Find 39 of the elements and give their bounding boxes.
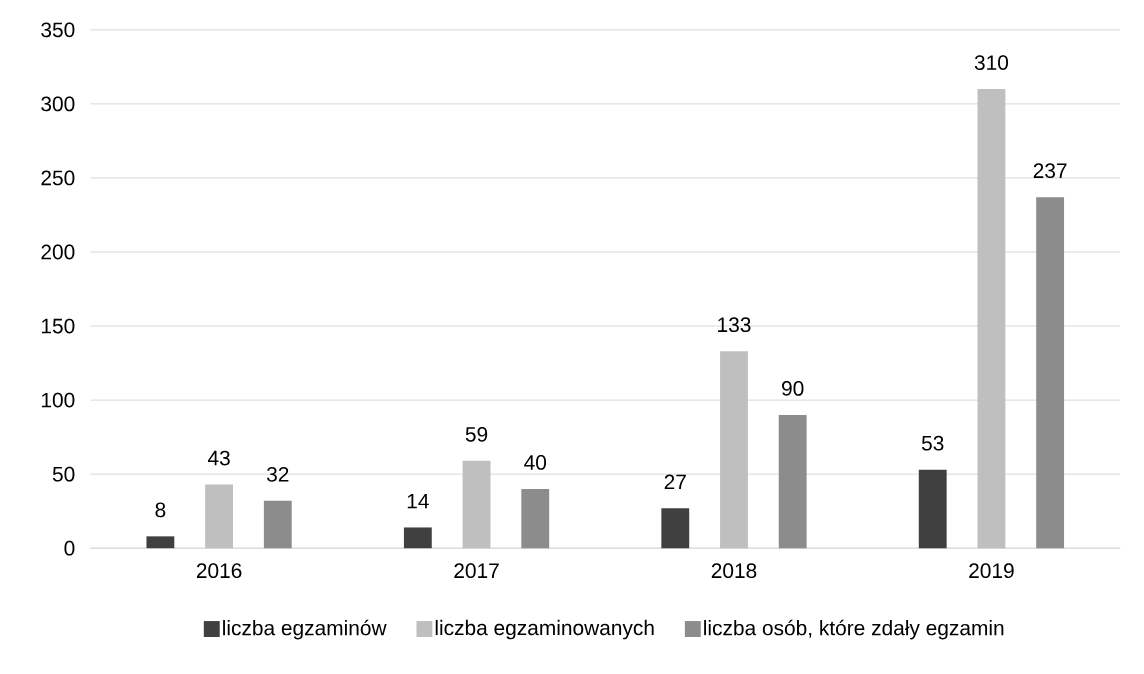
y-tick-label: 100	[41, 392, 75, 408]
bar	[263, 501, 292, 549]
bar	[403, 527, 432, 549]
x-tick-label: 2019	[969, 563, 1014, 579]
legend-label: liczba egzaminowanych	[435, 620, 654, 640]
data-label: 310	[974, 55, 1009, 71]
bar	[146, 536, 175, 549]
y-tick-label: 150	[41, 318, 75, 334]
bar	[918, 469, 947, 549]
legend-label: liczba osób, które zdały egzamin	[704, 619, 1004, 640]
data-label: 237	[1033, 163, 1067, 179]
y-tick-label: 250	[41, 170, 75, 186]
y-tick-label: 50	[52, 466, 75, 482]
y-tick-label: 350	[41, 22, 75, 38]
bar	[720, 351, 748, 549]
bar	[778, 415, 807, 549]
data-label: 40	[524, 455, 547, 471]
data-label: 90	[782, 381, 804, 397]
bar	[205, 484, 234, 549]
bar	[977, 89, 1006, 549]
bar	[462, 461, 491, 549]
bar	[661, 508, 690, 549]
legend-label: liczba egzaminów	[223, 619, 387, 640]
y-tick-label: 300	[41, 96, 75, 112]
x-tick-label: 2016	[196, 563, 242, 579]
data-label: 59	[465, 427, 488, 442]
data-label: 133	[718, 317, 751, 333]
data-label: 8	[155, 502, 166, 518]
x-tick-label: 2018	[711, 563, 757, 579]
y-tick-label: 200	[41, 244, 75, 260]
data-label: 27	[664, 474, 686, 490]
bar	[521, 489, 550, 549]
y-tick-label: 0	[64, 541, 75, 556]
data-label: 43	[207, 450, 230, 466]
data-label: 32	[266, 467, 289, 482]
x-tick-label: 2017	[454, 563, 499, 579]
data-label: 53	[921, 436, 944, 451]
data-label: 14	[407, 494, 429, 509]
bar	[1036, 197, 1065, 549]
